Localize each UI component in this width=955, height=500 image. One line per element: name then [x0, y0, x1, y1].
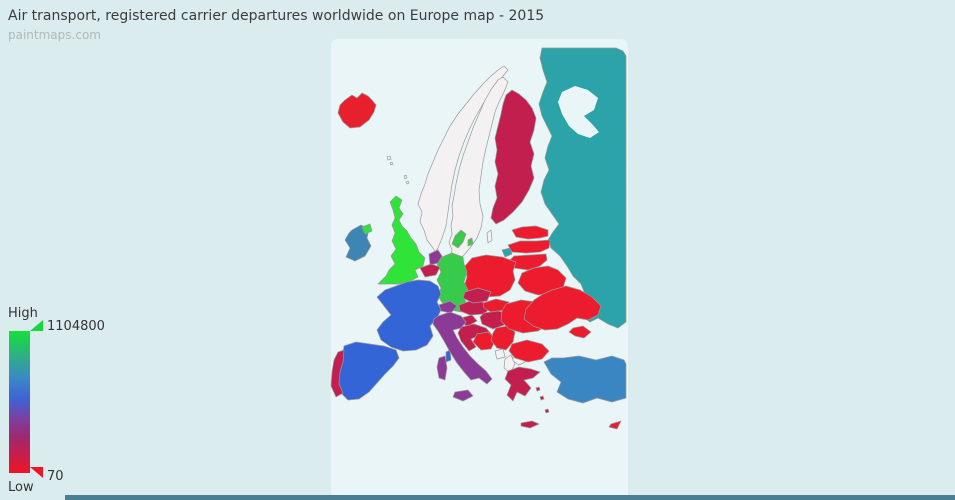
legend-min-marker-icon	[30, 467, 43, 478]
country-latvia[interactable]	[507, 239, 551, 254]
island-sicily[interactable]	[452, 389, 474, 402]
white-sea	[558, 86, 599, 138]
country-united-kingdom[interactable]	[377, 195, 426, 285]
country-denmark[interactable]	[451, 229, 467, 249]
country-belgium[interactable]	[419, 263, 441, 278]
island-sardinia[interactable]	[436, 355, 448, 381]
country-finland[interactable]	[490, 89, 537, 225]
country-iceland[interactable]	[337, 92, 377, 129]
greek-islands[interactable]	[535, 386, 550, 414]
country-croatia[interactable]	[457, 323, 494, 352]
island-gotland[interactable]	[486, 229, 493, 244]
country-portugal[interactable]	[330, 349, 345, 398]
country-denmark-island[interactable]	[467, 237, 474, 247]
country-netherlands[interactable]	[428, 249, 443, 266]
country-belarus[interactable]	[517, 265, 567, 296]
country-turkey[interactable]	[543, 355, 627, 404]
bottom-bar	[65, 495, 955, 500]
country-greece[interactable]	[504, 366, 541, 402]
country-bosnia[interactable]	[472, 331, 497, 351]
country-montenegro[interactable]	[494, 348, 506, 360]
legend-max-value: 1104800	[47, 319, 105, 334]
country-switzerland[interactable]	[438, 300, 458, 314]
island-corsica[interactable]	[445, 349, 452, 363]
country-norway[interactable]	[417, 65, 509, 253]
country-czechia[interactable]	[462, 287, 492, 304]
legend-gradient-bar	[9, 331, 30, 473]
legend-min-value: 70	[47, 469, 64, 484]
country-cyprus[interactable]	[608, 420, 622, 430]
country-bulgaria[interactable]	[508, 339, 550, 363]
legend: High 1104800 70 Low	[0, 300, 120, 500]
country-ukraine[interactable]	[523, 285, 602, 331]
country-estonia[interactable]	[511, 225, 549, 240]
island-faroe	[386, 155, 394, 166]
legend-max-marker-icon	[30, 320, 43, 331]
country-france[interactable]	[376, 279, 442, 352]
country-albania[interactable]	[503, 354, 516, 374]
country-russia-kaliningrad[interactable]	[501, 247, 513, 258]
watermark: paintmaps.com	[8, 28, 101, 42]
legend-high-label: High	[8, 306, 38, 321]
country-ukraine-crimea[interactable]	[568, 325, 592, 339]
island-shetland	[403, 174, 410, 185]
page-title: Air transport, registered carrier depart…	[8, 8, 545, 24]
island-crete[interactable]	[520, 420, 540, 429]
legend-low-label: Low	[8, 480, 34, 495]
country-united-kingdom-ni[interactable]	[361, 223, 373, 235]
country-italy[interactable]	[432, 311, 493, 385]
